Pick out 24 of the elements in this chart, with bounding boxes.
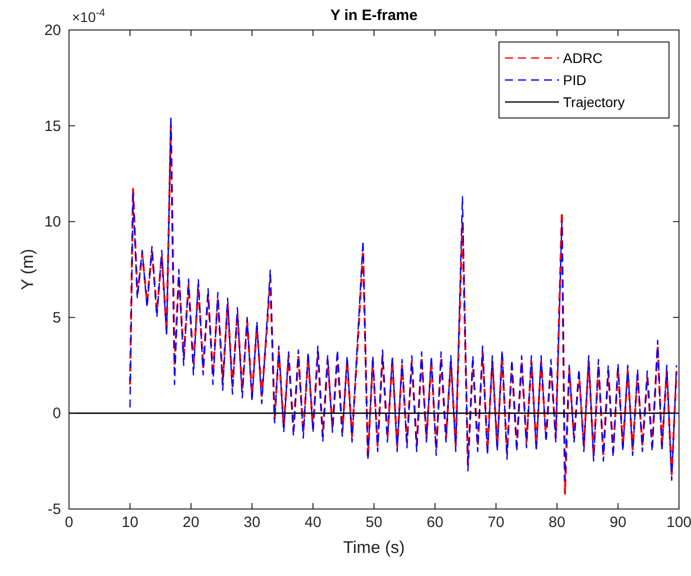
x-tick-label: 10 [122,514,138,531]
legend-label: ADRC [563,50,603,66]
legend-label: Trajectory [563,94,625,110]
y-tick-label: 15 [44,118,61,135]
x-tick-label: 40 [304,514,322,531]
y-tick-label: 0 [52,405,61,422]
y-tick-label: -5 [48,501,61,518]
x-tick-label: 0 [64,514,74,531]
y-tick-label: 5 [52,309,61,326]
x-tick-label: 80 [548,514,566,531]
y-tick-label: 20 [44,22,61,39]
text: ×10$^{-4}$ [72,7,106,25]
y-tick-label: 10 [44,214,61,231]
x-tick-label: 70 [488,514,504,531]
x-tick-label: 60 [426,514,444,531]
x-tick-label: 20 [182,514,200,531]
x-axis-title: Time (s) [343,538,405,557]
chart-title: Y in E-frame [330,7,418,24]
x-tick-label: 90 [610,514,626,531]
legend-label: PID [563,72,586,88]
x-tick-label: 30 [244,514,260,531]
y-axis-title: Y (m) [18,248,37,290]
x-tick-label: 100 [666,514,691,531]
x-tick-label: 50 [366,514,382,531]
